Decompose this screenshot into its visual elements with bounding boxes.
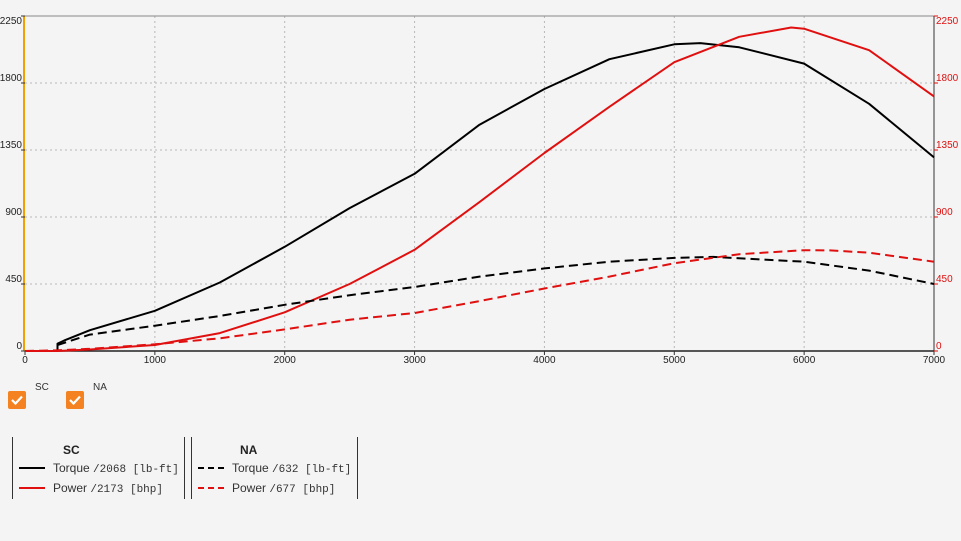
y-left-tick-label: 1350 [0,140,22,151]
y-right-tick-label: 450 [936,274,953,285]
x-tick-label: 2000 [274,355,297,366]
legend-na-torque: Torque /632 [lb-ft] [198,461,356,477]
solid-black-line-icon [19,467,45,469]
y-left-tick-label: 900 [5,207,22,218]
legend-sc-power-name: Power [53,481,88,495]
series-layer [24,26,935,352]
y-left-tick-label: 1800 [0,73,22,84]
grid [25,16,934,351]
x-tick-label: 7000 [923,355,946,366]
legend-sc-power: Power /2173 [bhp] [19,481,184,497]
y-left-tick-label: 2250 [0,16,22,27]
legend-na-power-value: /677 [bhp] [269,484,336,496]
series-na-torque-line [57,255,935,346]
x-tick-label: 0 [22,355,28,366]
y-right-tick-label: 1800 [936,73,959,84]
legend-na-power-name: Power [232,481,267,495]
series-sc-power-line [25,26,935,352]
engine-curve-chart: 0 1000 2000 3000 4000 5000 6000 7000 0 450 900 1350… [0,15,959,366]
legend-sc-torque-name: Torque [53,461,90,475]
x-tick-label: 1000 [144,355,167,366]
legend-sc-torque: Torque /2068 [lb-ft] [19,461,184,477]
y-left-tick-label: 450 [5,274,22,285]
legend-na-torque-name: Torque [232,461,269,475]
legend-na-power: Power /677 [bhp] [198,481,356,497]
dashed-black-line-icon [198,467,224,469]
legend-sc-power-value: /2173 [bhp] [90,484,163,496]
plot-area [25,16,934,351]
legend-na-title: NA [240,443,258,457]
toggle-sc-label: SC [35,382,49,393]
y-right-tick-label: 900 [936,207,953,218]
x-tick-label: 3000 [403,355,426,366]
solid-red-line-icon [19,487,45,489]
checkbox-na[interactable] [66,391,84,409]
legend-sc: SC Torque /2068 [lb-ft] Power /2173 [bhp… [12,437,185,499]
dashed-red-line-icon [198,487,224,489]
x-tick-label: 6000 [793,355,816,366]
check-icon [69,395,81,406]
legend-sc-title: SC [63,443,80,457]
axes [21,15,938,355]
checkbox-sc[interactable] [8,391,26,409]
x-tick-label: 4000 [533,355,556,366]
y-left-tick-label: 0 [16,341,22,352]
legend-sc-torque-value: /2068 [lb-ft] [93,464,179,476]
y-right-tick-label: 1350 [936,140,959,151]
series-sc-torque-line [25,42,935,352]
check-icon [11,395,23,406]
x-tick-label: 5000 [663,355,686,366]
y-right-tick-label: 0 [936,341,942,352]
tick-labels: 0 1000 2000 3000 4000 5000 6000 7000 0 450 900 1350… [0,16,959,366]
legend-na: NA Torque /632 [lb-ft] Power /677 [bhp] [191,437,358,499]
legend-na-torque-value: /632 [lb-ft] [272,464,352,476]
y-right-tick-label: 2250 [936,16,959,27]
toggle-na-label: NA [93,382,107,393]
